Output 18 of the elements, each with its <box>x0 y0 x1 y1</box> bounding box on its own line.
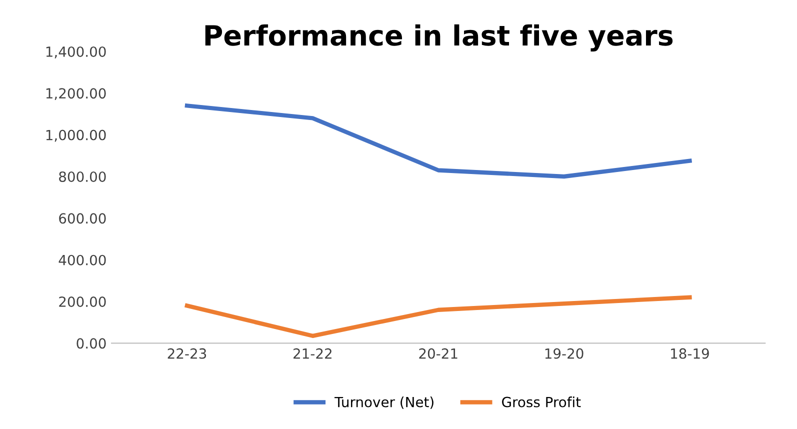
y-tick-label: 1,200.00 <box>46 88 106 100</box>
legend-label: Gross Profit <box>502 396 581 408</box>
y-tick-label: 200.00 <box>59 296 106 307</box>
x-tick-label: 21-22 <box>294 348 332 359</box>
y-tick-label: 600.00 <box>59 213 106 224</box>
x-tick-label: 19-20 <box>545 348 584 359</box>
line-series <box>184 104 692 179</box>
y-tick-label: 1,400.00 <box>46 46 106 58</box>
chart-title: Performance in last five years <box>205 24 673 52</box>
line-series <box>184 295 692 338</box>
y-tick-label: 1,000.00 <box>46 130 106 142</box>
y-tick-label: 0.00 <box>76 338 106 349</box>
x-tick-label: 20-21 <box>419 348 458 359</box>
x-tick-label: 18-19 <box>671 348 709 359</box>
y-tick-label: 400.00 <box>58 254 106 266</box>
legend-label: Turnover (Net) <box>334 396 434 409</box>
y-tick-label: 800.00 <box>59 171 106 182</box>
x-tick-label: 22-23 <box>168 348 206 359</box>
